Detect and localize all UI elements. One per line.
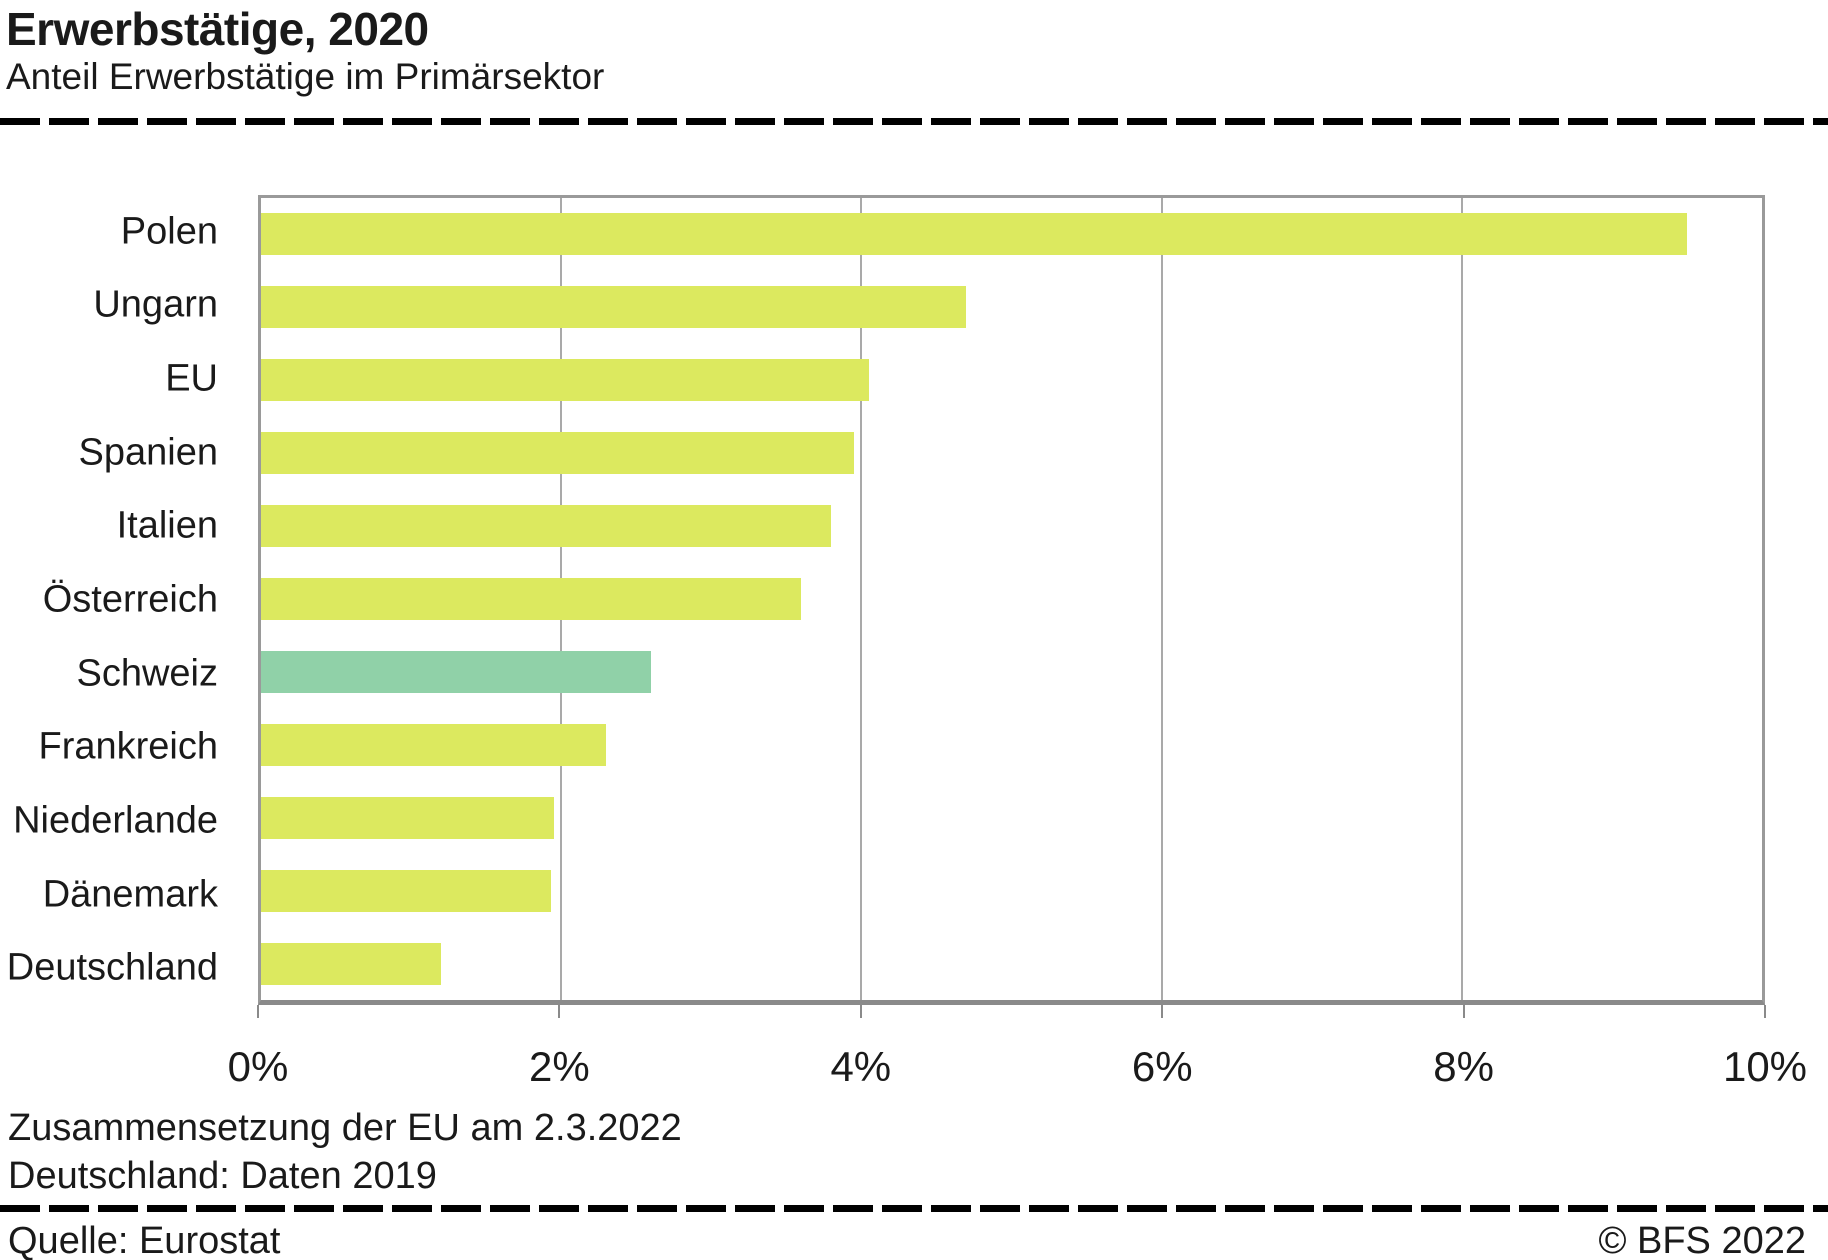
x-tick-label-0: 0% — [227, 1043, 289, 1090]
divider-bottom — [0, 1205, 1828, 1212]
y-label-schweiz: Schweiz — [76, 652, 219, 695]
bar-eu — [261, 359, 869, 402]
footnote-eu: Zusammensetzung der EU am 2.3.2022 — [8, 1107, 682, 1149]
bar-schweiz — [261, 650, 652, 693]
y-label-niederlande: Niederlande — [13, 799, 218, 842]
bar-deutschland — [261, 942, 442, 985]
bar--sterreich — [261, 578, 802, 620]
bar-spanien — [261, 432, 854, 475]
y-label-frankreich: Frankreich — [38, 725, 219, 768]
x-axis: 0% 2% 4% 6% 8% 10% — [228, 1005, 1807, 1105]
plot-area — [258, 195, 1765, 1005]
y-label-spanien: Spanien — [78, 431, 218, 474]
y-label-italien: Italien — [116, 504, 218, 547]
y-label-d-nemark: Dänemark — [42, 873, 218, 916]
page-subtitle: Anteil Erwerbstätige im Primärsektor — [6, 56, 605, 97]
bar-frankreich — [261, 723, 607, 766]
grid-line-6 — [1160, 198, 1163, 1000]
y-label--sterreich: Österreich — [42, 578, 218, 621]
bar-ungarn — [261, 286, 967, 329]
x-tick-4 — [859, 1005, 862, 1018]
copyright-label: © BFS 2022 — [1598, 1220, 1806, 1260]
footer: Quelle: Eurostat © BFS 2022 — [8, 1220, 1806, 1260]
y-label-eu: EU — [165, 357, 218, 400]
bar-italien — [261, 505, 832, 548]
bar-niederlande — [261, 796, 554, 839]
y-axis-labels: Polen Ungarn EU Spanien Italien Österreich Sch… — [0, 195, 238, 1005]
y-label-polen: Polen — [120, 210, 218, 253]
page-title: Erwerbstätige, 2020 — [6, 3, 429, 55]
source-label: Quelle: Eurostat — [8, 1220, 281, 1260]
x-tick-label-4: 4% — [830, 1043, 892, 1090]
x-tick-label-10: 10% — [1722, 1043, 1808, 1090]
x-tick-10 — [1764, 1005, 1766, 1018]
y-label-ungarn: Ungarn — [93, 283, 218, 326]
footnote-germany: Deutschland: Daten 2019 — [8, 1155, 437, 1197]
x-tick-2 — [558, 1005, 561, 1018]
x-tick-0 — [257, 1005, 259, 1018]
divider-top — [0, 118, 1828, 125]
x-tick-label-6: 6% — [1131, 1043, 1193, 1090]
x-tick-label-8: 8% — [1433, 1043, 1494, 1090]
x-tick-8 — [1462, 1005, 1465, 1018]
x-tick-label-2: 2% — [529, 1043, 590, 1090]
footnotes: Zusammensetzung der EU am 2.3.2022 Deuts… — [8, 1104, 682, 1200]
grid-line-4 — [860, 198, 863, 1000]
y-label-deutschland: Deutschland — [6, 946, 218, 989]
x-tick-6 — [1161, 1005, 1164, 1018]
grid-line-8 — [1460, 198, 1463, 1000]
bar-d-nemark — [261, 869, 551, 912]
bar-polen — [261, 213, 1687, 256]
